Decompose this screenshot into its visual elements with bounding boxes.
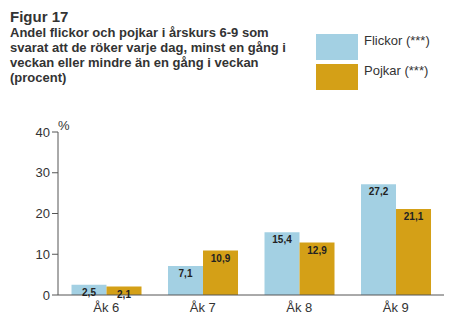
svg-text:0: 0 [43,288,50,303]
html-text:Pojkar (***): Pojkar (***) [364,63,429,78]
svg-text:10: 10 [36,247,50,262]
svg-text:12,9: 12,9 [307,245,327,256]
svg-text:Åk 9: Åk 9 [383,300,409,315]
svg-text:27,2: 27,2 [369,186,389,197]
svg-text:Åk 6: Åk 6 [93,300,119,315]
html-text:Figur 17: Figur 17 [10,8,69,25]
svg-text:30: 30 [36,165,50,180]
svg-text:7,1: 7,1 [179,268,193,279]
svg-text:2,1: 2,1 [117,289,131,300]
svg-text:Åk 7: Åk 7 [190,300,216,315]
svg-text:15,4: 15,4 [272,234,292,245]
html-text:Andel flickor och pojkar i års: Andel flickor och pojkar i årskurs 6-9 s… [10,25,286,85]
svg-text:21,1: 21,1 [404,211,424,222]
svg-text:10,9: 10,9 [211,253,231,264]
svg-text:Åk 8: Åk 8 [286,300,312,315]
svg-text:20: 20 [36,206,50,221]
html-text:Flickor (***): Flickor (***) [364,33,430,48]
svg-text:2,5: 2,5 [82,287,96,298]
svg-text:40: 40 [36,125,50,140]
